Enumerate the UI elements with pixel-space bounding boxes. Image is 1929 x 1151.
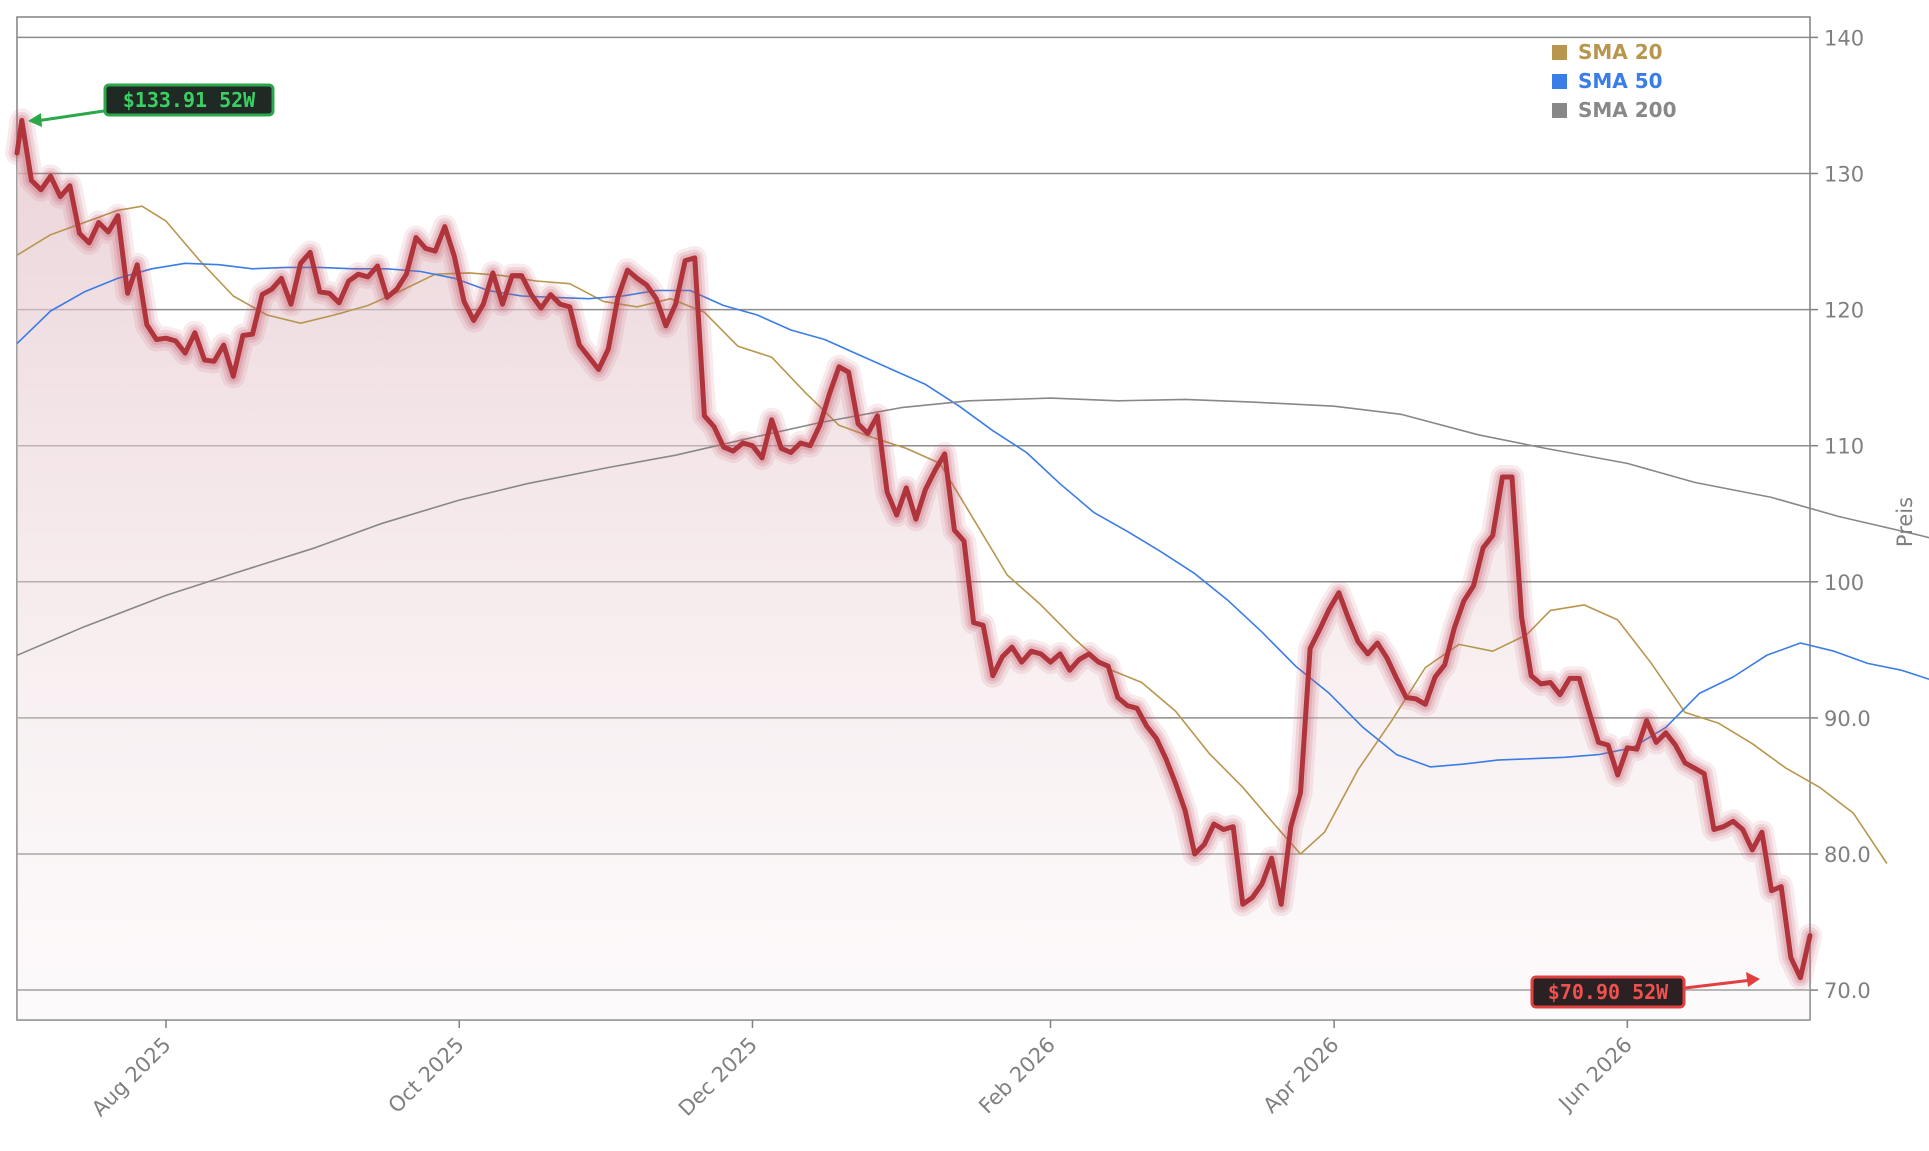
legend-swatch-sma20 — [1552, 45, 1567, 60]
legend-label-sma50: SMA 50 — [1578, 69, 1663, 93]
y-tick-label-5: 90.0 — [1824, 707, 1871, 731]
low-badge — [1530, 975, 1686, 1009]
legend: SMA 20 SMA 50 SMA 200 — [1552, 40, 1677, 122]
high-arrowhead — [28, 113, 42, 127]
low-annotation: $70.90 52W — [1530, 972, 1760, 1009]
y-tick-label-3: 110 — [1824, 435, 1864, 459]
y-axis-title: Preis — [1893, 497, 1917, 547]
x-axis: Aug 2025 Oct 2025 Dec 2025 Feb 2026 Apr 2026… — [87, 1020, 1637, 1121]
y-tick-label-7: 70.0 — [1824, 979, 1871, 1003]
price-line — [14, 117, 1813, 981]
high-badge — [103, 83, 275, 117]
y-tick-label-1: 130 — [1824, 163, 1864, 187]
high-badge-label: $133.91 52W — [123, 88, 256, 112]
price-area — [17, 120, 1810, 1020]
x-tick-label-3: Feb 2026 — [974, 1033, 1060, 1119]
x-tick-label-2: Dec 2025 — [674, 1033, 762, 1121]
y-axis: 140 130 120 110 100 90.0 80.0 70.0 — [1810, 26, 1871, 1003]
y-tick-label-4: 100 — [1824, 571, 1864, 595]
price-area-layer — [17, 120, 1810, 1020]
legend-label-sma200: SMA 200 — [1578, 98, 1677, 122]
low-arrowhead — [1746, 972, 1760, 987]
x-tick-label-1: Oct 2025 — [384, 1033, 469, 1118]
low-badge-label: $70.90 52W — [1548, 980, 1669, 1004]
legend-swatch-sma50 — [1552, 74, 1567, 89]
high-annotation: $133.91 52W — [28, 83, 275, 127]
sma200-line — [16, 397, 1929, 657]
x-tick-label-4: Apr 2026 — [1258, 1033, 1343, 1118]
low-arrow — [1684, 978, 1753, 990]
sma20-line — [16, 205, 1888, 864]
x-tick-label-0: Aug 2025 — [87, 1033, 175, 1121]
y-tick-label-0: 140 — [1824, 26, 1864, 50]
x-tick-label-5: Jun 2026 — [1553, 1033, 1637, 1117]
y-tick-label-2: 120 — [1824, 299, 1864, 323]
legend-label-sma20: SMA 20 — [1578, 40, 1663, 64]
sma-layer — [16, 205, 1929, 864]
y-tick-label-6: 80.0 — [1824, 843, 1871, 867]
legend-swatch-sma200 — [1552, 103, 1567, 118]
legend-item-sma20: SMA 20 — [1552, 40, 1663, 64]
legend-item-sma200: SMA 200 — [1552, 98, 1677, 122]
legend-item-sma50: SMA 50 — [1552, 69, 1663, 93]
sma50-line — [16, 262, 1929, 768]
price-line-layer — [5, 108, 1822, 990]
high-arrow — [35, 109, 105, 123]
